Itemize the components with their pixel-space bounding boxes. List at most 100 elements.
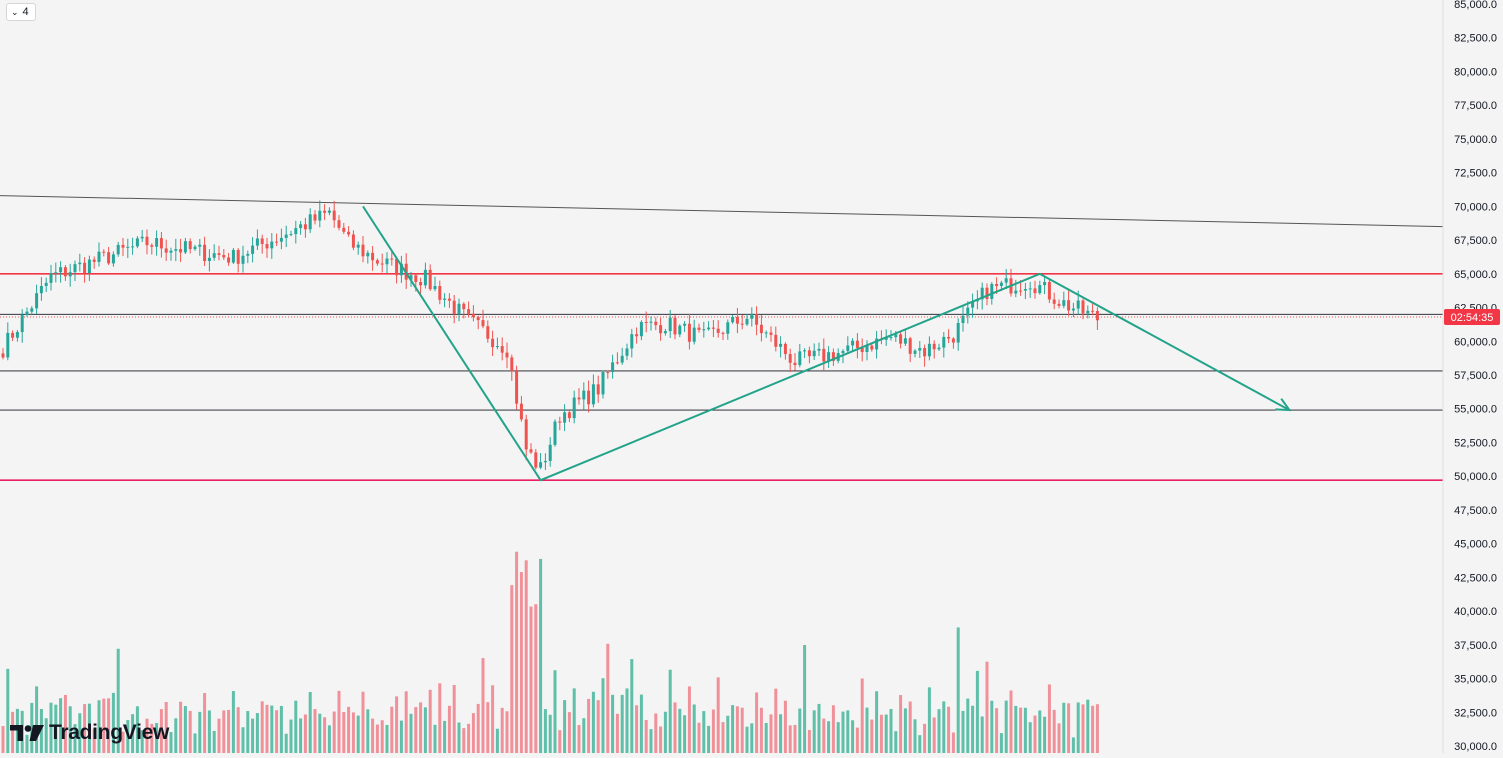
candle-body <box>107 252 111 264</box>
candle-body <box>822 348 826 362</box>
volume-bar <box>899 695 903 753</box>
candle-body <box>865 345 869 353</box>
volume-bar <box>443 720 447 753</box>
candle-body <box>716 328 720 333</box>
volume-bar <box>409 713 413 753</box>
candle-body <box>193 246 197 250</box>
volume-bar <box>150 723 154 753</box>
candle-body <box>337 220 341 228</box>
volume-bar <box>457 722 461 753</box>
collapse-indicators-button[interactable]: ⌄ 4 <box>6 3 36 21</box>
price-tick-label: 80,000.0 <box>1454 66 1497 78</box>
candle-body <box>457 303 461 314</box>
volume-bar <box>591 691 595 753</box>
candle-body <box>35 293 39 309</box>
candle-body <box>102 251 106 253</box>
volume-bar <box>308 692 312 753</box>
candle-body <box>774 334 778 347</box>
volume-bar <box>875 691 879 753</box>
volume-bar <box>860 678 864 753</box>
candle-body <box>222 254 226 258</box>
volume-bar <box>587 698 591 753</box>
candle-body <box>63 267 67 277</box>
volume-bar <box>836 722 840 753</box>
candle-body <box>308 214 312 230</box>
candle-body <box>611 362 615 373</box>
volume-bar <box>1019 707 1023 753</box>
candle-body <box>999 282 1003 287</box>
price-tick-label: 45,000.0 <box>1454 539 1497 551</box>
candle-body <box>433 286 437 290</box>
candle-body <box>875 338 879 350</box>
volume-bar <box>323 717 327 753</box>
plot-background <box>0 0 1443 753</box>
volume-bar <box>639 694 643 753</box>
candle-body <box>428 269 432 290</box>
candle-body <box>1 353 5 358</box>
price-axis[interactable]: 85,000.0 82,500.0 80,000.0 77,500.0 75,000.0… <box>1454 0 1497 753</box>
candle-body <box>783 343 787 355</box>
tradingview-logo[interactable]: TradingView <box>10 720 169 746</box>
volume-bar <box>687 686 691 753</box>
candle-body <box>59 267 63 273</box>
volume-bar <box>961 710 965 753</box>
candle-body <box>121 244 125 248</box>
candle-body <box>769 332 773 335</box>
price-tick-label: 70,000.0 <box>1454 201 1497 213</box>
volume-bar <box>683 715 687 753</box>
candle-body <box>68 272 72 277</box>
volume-bar <box>428 689 432 753</box>
volume-bars <box>1 551 1099 753</box>
candle-body <box>918 348 922 351</box>
volume-bar <box>764 722 768 753</box>
candle-body <box>731 316 735 323</box>
candle-body <box>289 234 293 236</box>
volume-bar <box>131 714 135 753</box>
volume-bar <box>375 724 379 753</box>
candle-body <box>755 314 759 325</box>
volume-bar <box>462 728 466 753</box>
volume-bar <box>519 572 523 753</box>
candle-body <box>246 253 250 256</box>
volume-bar <box>289 719 293 753</box>
volume-bar <box>841 711 845 753</box>
candle-body <box>111 254 115 264</box>
candle-body <box>299 224 303 229</box>
arrow-head <box>1275 398 1292 412</box>
candle-body <box>519 403 523 420</box>
volume-bar <box>716 677 720 753</box>
volume-bar <box>419 702 423 753</box>
candle-body <box>447 298 451 301</box>
volume-bar <box>534 604 538 753</box>
volume-bar <box>188 710 192 753</box>
candle-body <box>323 210 327 213</box>
volume-bar <box>347 706 351 753</box>
volume-bar <box>361 691 365 753</box>
volume-bar <box>255 713 259 753</box>
volume-bar <box>558 730 562 753</box>
volume-bar <box>975 670 979 753</box>
volume-bar <box>807 729 811 753</box>
volume-bar <box>87 703 91 753</box>
volume-bar <box>159 709 163 753</box>
candle-body <box>697 327 701 330</box>
volume-bar <box>611 694 615 753</box>
volume-bar <box>49 702 53 753</box>
candle-body <box>380 263 384 265</box>
volume-bar <box>625 688 629 753</box>
volume-bar <box>231 690 235 753</box>
candle-body <box>116 244 120 255</box>
candle-body <box>673 317 677 335</box>
volume-bar <box>1028 722 1032 753</box>
volume-bar <box>932 717 936 753</box>
volume-bar <box>951 732 955 753</box>
volume-bar <box>788 725 792 753</box>
volume-bar <box>337 690 341 753</box>
volume-bar <box>1095 704 1099 753</box>
volume-bar <box>111 692 115 753</box>
volume-bar <box>1076 702 1080 753</box>
candle-body <box>265 243 269 249</box>
candle-body <box>227 257 231 263</box>
